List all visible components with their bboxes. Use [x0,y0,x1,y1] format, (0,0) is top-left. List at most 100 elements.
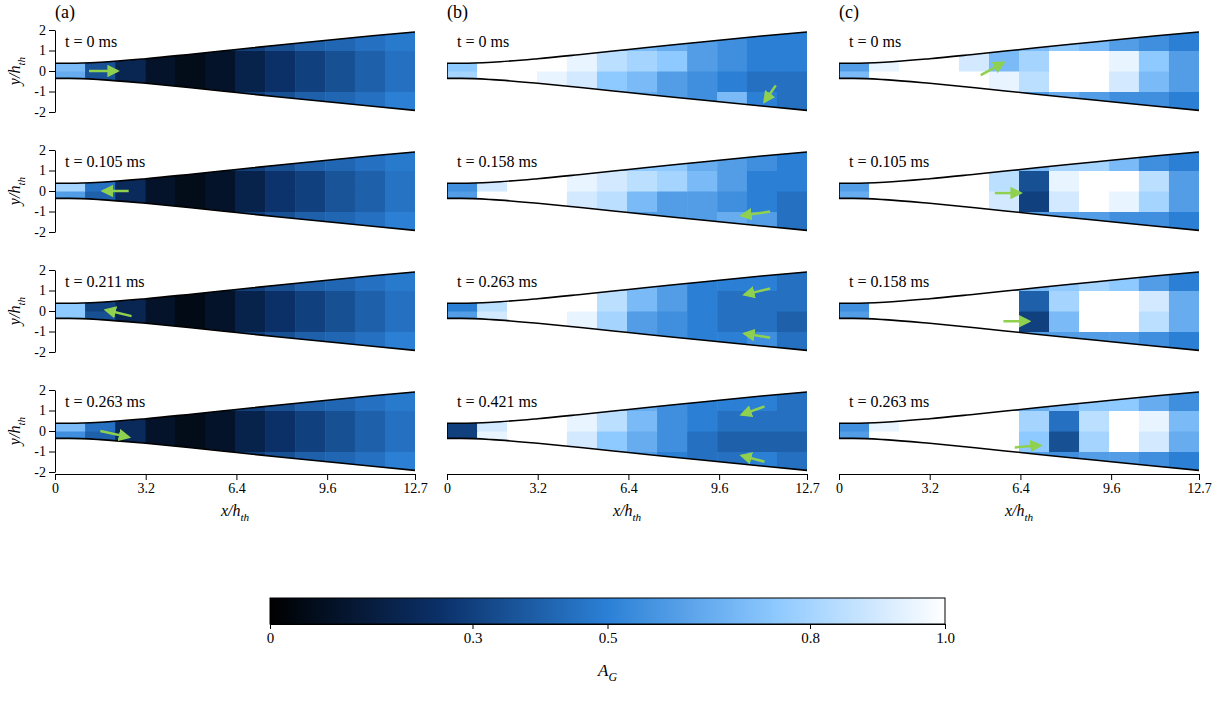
arrow [89,70,117,73]
cell [989,212,1020,233]
cell [385,191,416,212]
tick: 3.2 [921,474,939,496]
wall-upper [839,392,1199,423]
cell [1049,191,1080,212]
cell [567,270,598,291]
cell [1079,311,1110,332]
axis-line [448,474,808,475]
cell [989,332,1020,353]
arrows [981,63,1004,75]
cell [447,311,478,332]
panel-column: (c)t = 0 mst = 0.105 mst = 0.158 mst = 0… [836,2,1212,523]
tick: 12.7 [795,474,820,496]
tick-mark [49,352,55,353]
wall-upper [839,32,1199,63]
tick: 0 [39,424,55,439]
cell [929,390,959,411]
cell [295,452,326,473]
tick-label: 6.4 [228,481,246,496]
cell [717,191,747,212]
panel-column: (a)t = 0 ms-2-1012y/htht = 0.105 ms-2-10… [6,2,428,523]
inlet-edge [839,183,840,198]
arrows [1003,321,1029,322]
cell [1109,71,1139,92]
cell [1019,71,1050,92]
cell [687,411,718,432]
cell [1169,431,1200,452]
cell [537,431,567,452]
tick-mark [49,171,55,172]
tick-mark [810,624,811,629]
cell [175,452,206,473]
cell [235,411,266,432]
cell [1049,390,1080,411]
panel: t = 0.105 ms [839,150,1200,233]
arrow [1003,320,1029,323]
cell [959,390,990,411]
tick-label: -1 [34,204,46,219]
cell [1049,311,1080,332]
tick-label: 2 [39,143,46,158]
tick: 1 [39,163,55,178]
cell [447,92,478,113]
cell [989,452,1020,473]
cell [929,30,959,51]
cell [1169,291,1200,312]
tick-mark [1199,474,1200,480]
cell [537,270,567,291]
cells [447,390,808,473]
cell [1169,171,1200,192]
cell [355,431,386,452]
axis-title-sub: th [15,176,27,185]
cell [929,291,959,312]
cell [537,191,567,212]
cell [929,431,959,452]
tick: 1 [39,403,55,418]
tick-label: 0.5 [599,630,618,646]
cell [1139,51,1170,72]
cell [1109,311,1139,332]
cell [537,171,567,192]
cell [657,411,688,432]
tick: -1 [34,204,55,219]
tick-mark [1020,474,1021,480]
cell [537,311,567,332]
cell [989,71,1020,92]
cell [1079,171,1110,192]
cell [1139,291,1170,312]
cell [537,212,567,233]
tick-mark [49,212,55,213]
cell [597,332,628,353]
cell [295,332,326,353]
cells [839,390,1200,473]
arrow [103,190,129,193]
cell [235,191,266,212]
tick-mark [49,452,55,453]
cell [1049,291,1080,312]
cell [717,431,747,452]
cell [265,431,296,452]
time-label: t = 0.105 ms [849,153,929,170]
cell [355,191,386,212]
walls [55,32,415,110]
cell [989,150,1020,171]
cells [55,150,416,233]
cell [989,390,1020,411]
cell [355,171,386,192]
tick-label: 0 [39,184,46,199]
cell [115,212,146,233]
cell [1139,150,1170,171]
tick-mark [49,311,55,312]
tick: 2 [39,263,55,278]
cell [265,390,296,411]
axis-title-main: y/h [6,426,24,448]
axis-title: x/hth [1004,502,1034,523]
tick-label: 9.6 [711,481,729,496]
arrow [764,85,775,101]
cell [325,311,355,332]
cell [959,332,990,353]
cell [839,311,870,332]
walls [447,152,807,230]
time-label: t = 0.263 ms [457,273,537,290]
tick-mark [49,270,55,271]
